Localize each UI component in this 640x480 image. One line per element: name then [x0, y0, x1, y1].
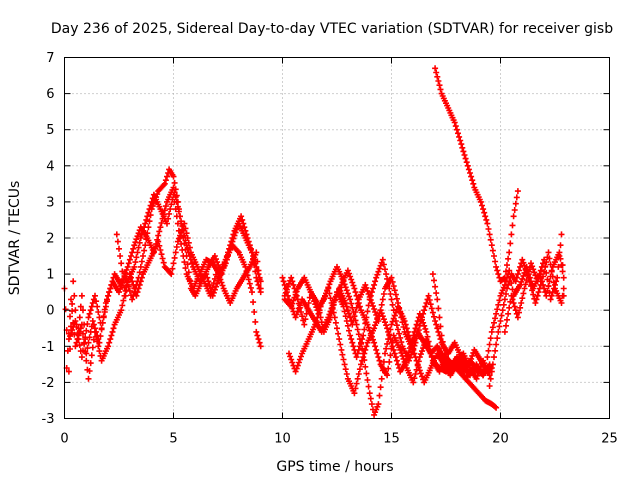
- x-tick-label: 5: [169, 432, 177, 447]
- series-arc-11: [432, 65, 521, 285]
- y-tick-label: 5: [46, 123, 54, 138]
- y-tick-label: 6: [46, 87, 54, 102]
- grid: [64, 57, 610, 419]
- series-arc-1: [61, 166, 264, 375]
- y-tick-label: 1: [46, 268, 54, 283]
- series-layer: [61, 65, 567, 418]
- y-tick-label: 3: [46, 195, 54, 210]
- series-arc-4: [113, 220, 264, 306]
- series-markers: [486, 249, 567, 389]
- x-axis-label: GPS time / hours: [276, 459, 393, 475]
- y-tick-label: 2: [46, 232, 54, 247]
- series-markers: [61, 166, 264, 375]
- series-markers: [63, 191, 264, 382]
- y-axis-label: SDTVAR / TECUs: [7, 181, 23, 296]
- x-tick-label: 20: [492, 432, 509, 447]
- series-arc-14: [501, 231, 567, 335]
- y-tick-label: -3: [42, 412, 55, 427]
- series-markers: [432, 65, 521, 285]
- series-arc-10: [429, 271, 493, 379]
- y-tick-label: 0: [46, 304, 54, 319]
- y-tick-label: 4: [46, 159, 54, 174]
- y-tick-label: 7: [46, 51, 54, 66]
- y-tick-label: -1: [42, 340, 55, 355]
- y-tick-label: -2: [42, 376, 55, 391]
- x-tick-label: 15: [383, 432, 400, 447]
- x-tick-label: 10: [274, 432, 291, 447]
- series-arc-2: [63, 191, 264, 382]
- series-markers: [501, 231, 567, 335]
- chart-title: Day 236 of 2025, Sidereal Day-to-day VTE…: [51, 21, 613, 37]
- series-markers: [429, 271, 493, 379]
- x-tick-label: 0: [60, 432, 68, 447]
- series-markers: [113, 220, 264, 306]
- ticks: 0 5 10 15 20 25 -3 -2 -1 0 1 2 3 4 5 6 7: [42, 51, 618, 447]
- series-arc-13: [486, 249, 567, 389]
- x-tick-label: 25: [601, 432, 618, 447]
